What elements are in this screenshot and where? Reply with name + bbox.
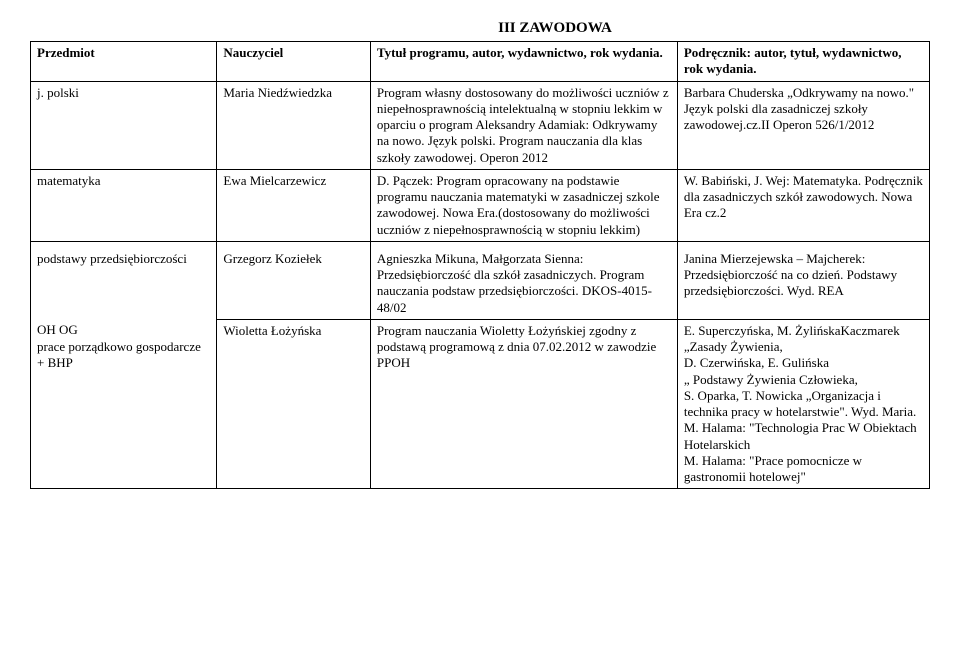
cell-textbook: Janina Mierzejewska – Majcherek: Przedsi… [677,248,929,320]
cell-textbook: W. Babiński, J. Wej: Matematyka. Podręcz… [677,169,929,241]
cell-program: Program własny dostosowany do możliwości… [370,81,677,169]
cell-teacher: Grzegorz Koziełek [217,248,370,320]
page-title: III ZAWODOWA [30,20,930,37]
header-textbook: Podręcznik: autor, tytuł, wydawnictwo, r… [677,42,929,82]
table-row: OH OG prace porządkowo gospodarcze + BHP… [31,319,930,489]
cell-subject: matematyka [31,169,217,241]
cell-textbook: E. Superczyńska, M. ŻylińskaKaczmarek „Z… [677,319,929,489]
cell-program: Program nauczania Wioletty Łożyńskiej zg… [370,319,677,489]
cell-subject: j. polski [31,81,217,169]
header-program: Tytuł programu, autor, wydawnictwo, rok … [370,42,677,82]
table-row: j. polski Maria Niedźwiedzka Program wła… [31,81,930,169]
curriculum-table: Przedmiot Nauczyciel Tytuł programu, aut… [30,41,930,489]
cell-program: D. Pączek: Program opracowany na podstaw… [370,169,677,241]
header-subject: Przedmiot [31,42,217,82]
table-row: matematyka Ewa Mielcarzewicz D. Pączek: … [31,169,930,241]
header-teacher: Nauczyciel [217,42,370,82]
cell-textbook: Barbara Chuderska „Odkrywamy na nowo." J… [677,81,929,169]
cell-program: Agnieszka Mikuna, Małgorzata Sienna: Prz… [370,248,677,320]
cell-subject: OH OG prace porządkowo gospodarcze + BHP [31,319,217,489]
table-header-row: Przedmiot Nauczyciel Tytuł programu, aut… [31,42,930,82]
cell-teacher: Ewa Mielcarzewicz [217,169,370,241]
cell-teacher: Wioletta Łożyńska [217,319,370,489]
cell-teacher: Maria Niedźwiedzka [217,81,370,169]
cell-subject: podstawy przedsiębiorczości [31,248,217,320]
table-row: podstawy przedsiębiorczości Grzegorz Koz… [31,248,930,320]
